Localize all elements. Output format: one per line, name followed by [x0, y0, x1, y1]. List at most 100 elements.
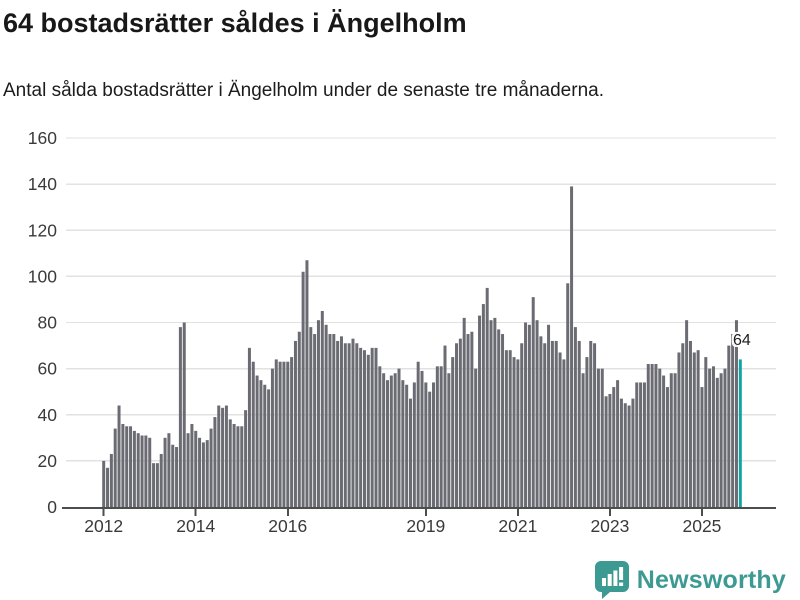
bar — [566, 283, 570, 507]
y-axis-label: 60 — [38, 359, 58, 379]
x-axis-label: 2016 — [268, 516, 307, 536]
bar — [619, 398, 623, 507]
bar — [508, 350, 512, 507]
bar — [305, 260, 309, 507]
bar — [612, 387, 616, 507]
newsworthy-logo-text: Newsworthy — [636, 565, 786, 594]
x-axis-label: 2014 — [176, 516, 215, 536]
bar — [198, 437, 202, 507]
bar — [125, 426, 129, 507]
bar — [152, 463, 156, 507]
bar — [711, 366, 715, 507]
bar — [221, 407, 225, 507]
bar — [320, 310, 324, 507]
bar — [274, 359, 278, 507]
bar — [428, 391, 432, 507]
bar — [654, 364, 658, 507]
bar — [685, 320, 689, 507]
bar — [324, 324, 328, 507]
bar — [109, 453, 113, 507]
bar — [604, 396, 608, 507]
bar — [186, 433, 190, 507]
chart-subtitle: Antal sålda bostadsrätter i Ängelholm un… — [3, 80, 604, 101]
bar — [455, 343, 459, 507]
bar — [339, 336, 343, 507]
bar — [267, 389, 271, 507]
y-axis-label: 0 — [47, 497, 57, 517]
bar — [129, 426, 133, 507]
bar — [328, 334, 332, 507]
bar — [734, 320, 738, 507]
bar — [627, 405, 631, 507]
bar — [182, 322, 186, 507]
bar — [178, 327, 182, 507]
bar — [347, 343, 351, 507]
bar — [244, 410, 248, 507]
bar — [163, 437, 167, 507]
bar — [493, 317, 497, 507]
bar — [596, 368, 600, 508]
bar — [669, 373, 673, 507]
bar — [719, 373, 723, 507]
bar — [600, 368, 604, 508]
bar — [263, 384, 267, 507]
bar — [224, 405, 228, 507]
bar — [646, 364, 650, 507]
bar — [539, 336, 543, 507]
bar — [332, 334, 336, 507]
bar — [458, 338, 462, 507]
bar — [148, 437, 152, 507]
bar — [106, 467, 110, 507]
bar — [558, 352, 562, 507]
bar — [608, 393, 612, 507]
bar — [520, 343, 524, 507]
bar — [497, 329, 501, 507]
bar — [439, 366, 443, 507]
bar — [117, 405, 121, 507]
bar — [681, 343, 685, 507]
newsworthy-logo: Newsworthy — [594, 560, 786, 600]
x-axis-label: 2021 — [498, 516, 537, 536]
bar — [213, 417, 217, 507]
bar — [228, 419, 232, 507]
bar — [313, 334, 317, 507]
bar — [201, 442, 205, 508]
bar — [688, 340, 692, 507]
bar — [639, 382, 643, 507]
bar — [432, 382, 436, 507]
bar — [708, 368, 712, 508]
bar — [658, 368, 662, 508]
bar — [512, 357, 516, 507]
bar — [171, 444, 175, 507]
bar — [378, 366, 382, 507]
bar — [474, 368, 478, 508]
bar — [136, 433, 140, 507]
bar — [501, 334, 505, 507]
bar — [573, 327, 577, 507]
bar — [570, 186, 574, 507]
bar — [677, 352, 681, 507]
bar — [662, 375, 666, 507]
bar — [293, 340, 297, 507]
bar — [309, 327, 313, 507]
y-axis-label: 20 — [38, 451, 58, 471]
bar — [121, 423, 125, 507]
bar — [278, 361, 282, 507]
chart-title: 64 bostadsrätter såldes i Ängelholm — [3, 8, 467, 38]
bar — [190, 423, 194, 507]
bar — [286, 361, 290, 507]
bar — [416, 361, 420, 507]
bar — [723, 368, 727, 508]
bar — [727, 345, 731, 507]
y-axis-label: 40 — [38, 405, 58, 425]
bar — [435, 366, 439, 507]
bar — [642, 382, 646, 507]
bar — [593, 343, 597, 507]
bar — [543, 343, 547, 507]
bar — [382, 373, 386, 507]
bar — [209, 428, 213, 507]
bar — [240, 426, 244, 507]
bar — [259, 380, 263, 507]
bar — [232, 423, 236, 507]
